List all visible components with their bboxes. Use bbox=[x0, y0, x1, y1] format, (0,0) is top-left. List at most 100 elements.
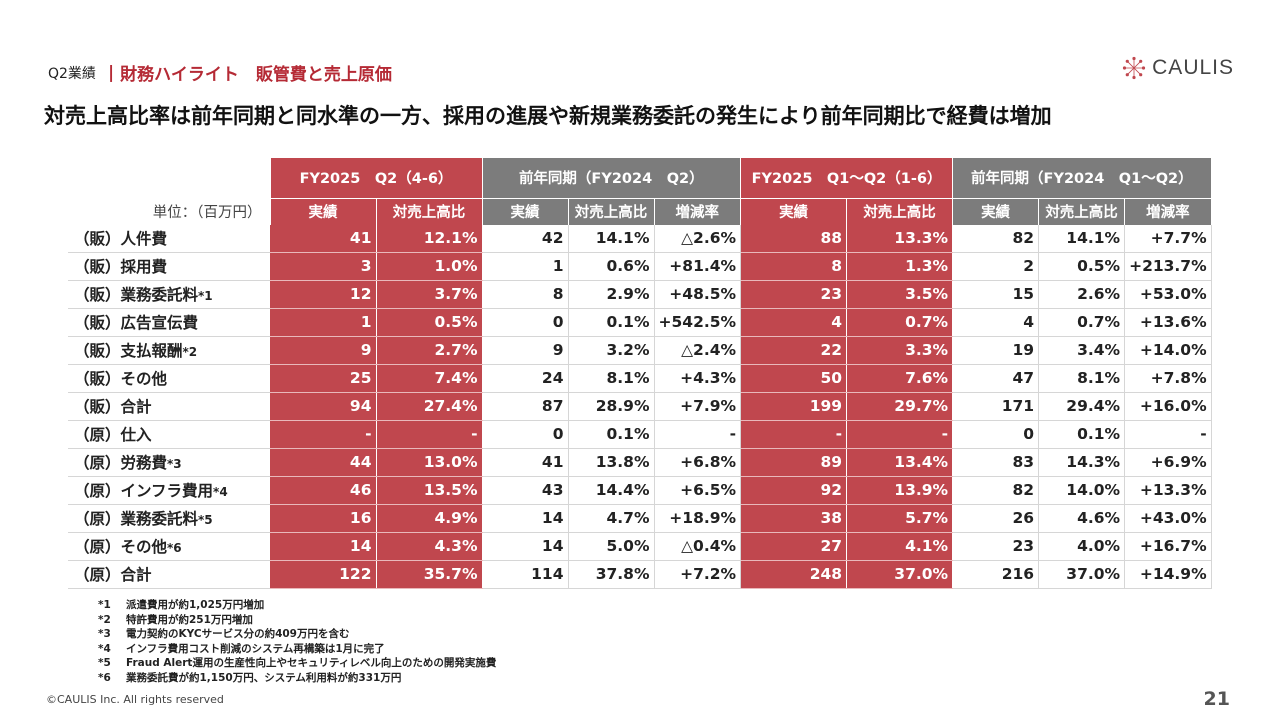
row-label-text: （販）採用費 bbox=[74, 258, 168, 276]
footnote-text: 派遣費用が約1,025万円増加 bbox=[126, 599, 265, 611]
table-cell: 3.5% bbox=[846, 280, 954, 309]
row-label-text: （原）業務委託料 bbox=[74, 510, 199, 528]
caulis-logo-icon bbox=[1123, 56, 1146, 80]
logo-text: CAULIS bbox=[1152, 56, 1234, 79]
table-cell: +43.0% bbox=[1124, 504, 1212, 533]
table-cell: 0 bbox=[482, 308, 569, 337]
table-cell: 14 bbox=[482, 504, 569, 533]
table-cell: 42 bbox=[482, 224, 569, 253]
footnote-text: インフラ費用コスト削減のシステム再構築は1月に完了 bbox=[126, 642, 385, 655]
table-cell: △0.4% bbox=[654, 532, 742, 561]
table-cell: △2.6% bbox=[654, 224, 742, 253]
table-cell: 4.7% bbox=[568, 504, 655, 533]
table-cell: 0.7% bbox=[846, 308, 954, 337]
table-cell: 26 bbox=[952, 504, 1040, 533]
table-cell: 24 bbox=[482, 364, 569, 393]
table-cell: 3.3% bbox=[846, 336, 954, 365]
table-cell: 7.4% bbox=[376, 364, 483, 393]
table-cell: 14.1% bbox=[1038, 224, 1126, 253]
table-row: （販）採用費 3 1.0% 1 0.6% +81.4% 8 1.3% 2 0.5% +213.7% bbox=[68, 252, 1212, 281]
table-cell: 9 bbox=[270, 336, 377, 365]
table-cell: 29.7% bbox=[846, 392, 954, 421]
table-cell: 2.9% bbox=[568, 280, 655, 309]
table-row: （原）労務費*3 44 13.0% 41 13.8% +6.8% 89 13.4% 83 14.3… bbox=[68, 448, 1212, 477]
caulis-logo: CAULIS bbox=[1122, 56, 1234, 80]
table-cell: 13.3% bbox=[846, 224, 954, 253]
table-cell: - bbox=[654, 420, 742, 449]
row-label: （販）採用費 bbox=[68, 252, 270, 281]
table-cell: 82 bbox=[952, 224, 1040, 253]
unit-label: 単位：（百万円） bbox=[68, 198, 271, 225]
table-cell: 27 bbox=[740, 532, 848, 561]
table-cell: 43 bbox=[482, 476, 569, 505]
table-cell: 1.3% bbox=[846, 252, 954, 281]
table-cell: 14 bbox=[482, 532, 569, 561]
table-cell: 16 bbox=[270, 504, 377, 533]
table-cell: 14.0% bbox=[1038, 476, 1126, 505]
column-header: 対売上高比 bbox=[846, 197, 954, 225]
table-cell: 0.1% bbox=[568, 420, 655, 449]
table-cell: 47 bbox=[952, 364, 1040, 393]
table-cell: 4.6% bbox=[1038, 504, 1126, 533]
table-body: （販）人件費 41 12.1% 42 14.1% △2.6% 88 13.3% 82 14.1% +… bbox=[68, 224, 1212, 589]
table-cell: 94 bbox=[270, 392, 377, 421]
table-cell: 13.8% bbox=[568, 448, 655, 477]
table-cell: 13.9% bbox=[846, 476, 954, 505]
row-label: （原）その他*6 bbox=[68, 532, 270, 561]
group-header: 前年同期（FY2024 Q1～Q2） bbox=[952, 158, 1212, 198]
row-label: （販）広告宣伝費 bbox=[68, 308, 270, 337]
footnote: *3 電力契約のKYCサービス分の約409万円を含む bbox=[98, 627, 496, 642]
table-cell: +14.0% bbox=[1124, 336, 1212, 365]
table-cell: 13.0% bbox=[376, 448, 483, 477]
row-note-marker: *2 bbox=[182, 345, 198, 359]
column-header: 実績 bbox=[740, 197, 848, 225]
copyright: ©CAULIS Inc. All rights reserved bbox=[46, 693, 224, 706]
row-note-marker: *1 bbox=[198, 289, 213, 303]
footnote: *1 派遣費用が約1,025万円増加 bbox=[98, 598, 496, 613]
footnote: *5 Fraud Alert運用の生産性向上やセキュリティレベル向上のための開発実… bbox=[98, 656, 496, 671]
table-cell: 8.1% bbox=[568, 364, 655, 393]
table-cell: 44 bbox=[270, 448, 377, 477]
section-heading: 財務ハイライト 販管費と売上原価 bbox=[120, 65, 392, 85]
expense-table: FY2025 Q2（4-6） 前年同期（FY2024 Q2） FY2025 Q1… bbox=[68, 158, 1212, 589]
table-cell: 87 bbox=[482, 392, 569, 421]
footnote-mark: *5 bbox=[98, 657, 111, 670]
table-cell: 12.1% bbox=[376, 224, 483, 253]
table-cell: +7.9% bbox=[654, 392, 742, 421]
table-cell: +6.5% bbox=[654, 476, 742, 505]
table-cell: +7.2% bbox=[654, 560, 742, 589]
table-cell: 122 bbox=[270, 560, 377, 589]
table-cell: 4 bbox=[952, 308, 1040, 337]
table-cell: 22 bbox=[740, 336, 848, 365]
table-row: （原）業務委託料*5 16 4.9% 14 4.7% +18.9% 38 5.7% 26 4.6%… bbox=[68, 504, 1212, 533]
row-label: （原）仕入 bbox=[68, 420, 270, 449]
table-cell: 14 bbox=[270, 532, 377, 561]
table-cell: 35.7% bbox=[376, 560, 483, 589]
table-cell: 37.0% bbox=[1038, 560, 1126, 589]
footnote-mark: *1 bbox=[98, 599, 111, 611]
table-row: （販）その他 25 7.4% 24 8.1% +4.3% 50 7.6% 47 8.1% +7.8% bbox=[68, 364, 1212, 393]
group-header: FY2025 Q2（4-6） bbox=[270, 158, 483, 198]
sub-header-row: 単位：（百万円） 実績 対売上高比 実績 対売上高比 増減率 実績 対売上高比 … bbox=[68, 197, 1212, 225]
slide-title: 対売上高比率は前年同期と同水準の一方、採用の進展や新規業務委託の発生により前年同… bbox=[44, 104, 1052, 128]
table-cell: 2.6% bbox=[1038, 280, 1126, 309]
table-cell: 3 bbox=[270, 252, 377, 281]
table-cell: 1.0% bbox=[376, 252, 483, 281]
row-label-text: （販）人件費 bbox=[74, 230, 168, 248]
table-cell: +542.5% bbox=[654, 308, 742, 337]
table-cell: 29.4% bbox=[1038, 392, 1126, 421]
row-note-marker: *3 bbox=[167, 457, 182, 471]
table-cell: 8 bbox=[482, 280, 569, 309]
table-cell: 92 bbox=[740, 476, 848, 505]
table-cell: 9 bbox=[482, 336, 569, 365]
column-header: 実績 bbox=[270, 197, 377, 225]
column-header: 増減率 bbox=[654, 197, 742, 225]
table-cell: +7.8% bbox=[1124, 364, 1212, 393]
column-header: 増減率 bbox=[1124, 197, 1212, 225]
table-cell: 2 bbox=[952, 252, 1040, 281]
row-note-marker: *6 bbox=[167, 541, 182, 555]
table-cell: 19 bbox=[952, 336, 1040, 365]
table-cell: 3.2% bbox=[568, 336, 655, 365]
table-cell: 5.0% bbox=[568, 532, 655, 561]
table-cell: 248 bbox=[740, 560, 848, 589]
